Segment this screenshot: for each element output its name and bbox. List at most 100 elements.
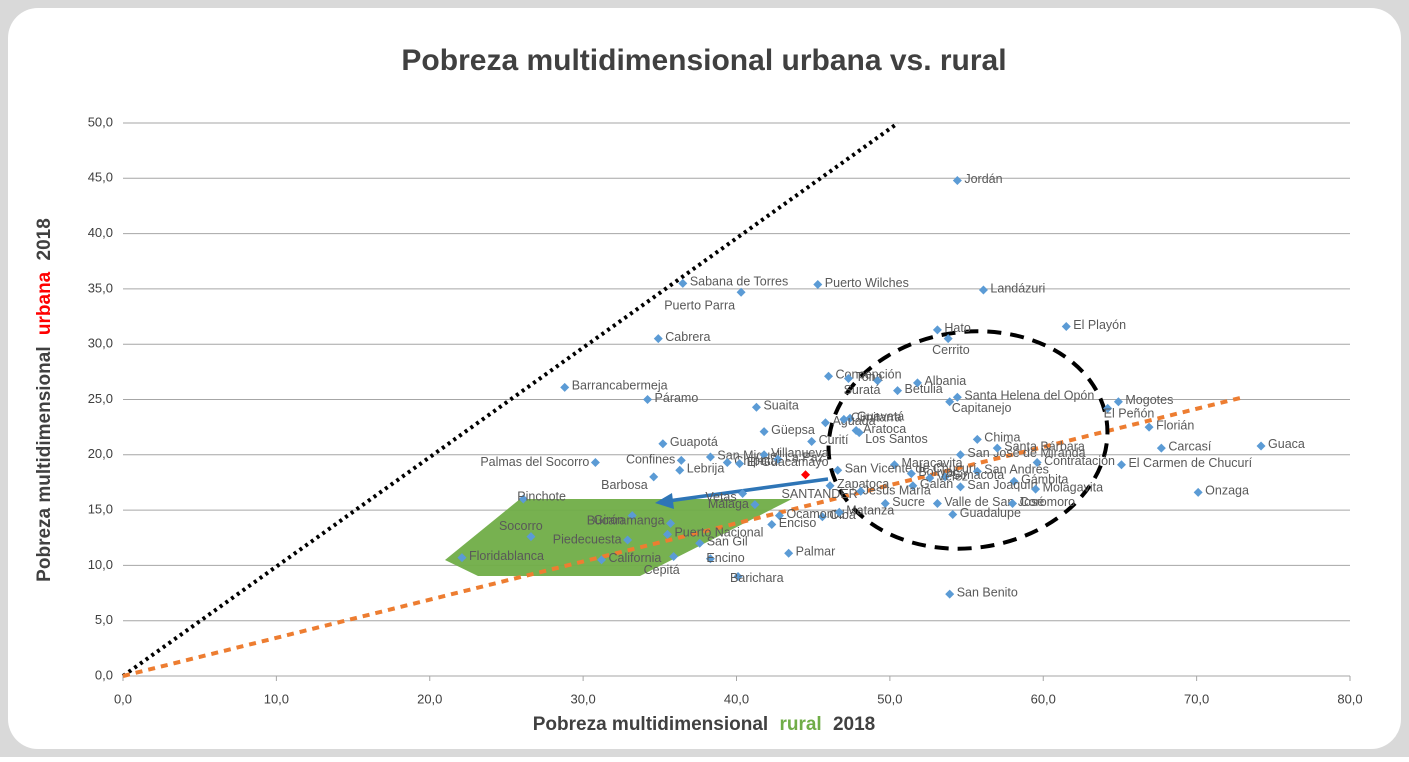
point-label: Suaita xyxy=(763,399,798,413)
y-tick-label: 30,0 xyxy=(88,336,113,351)
x-tick-label: 80,0 xyxy=(1337,691,1362,706)
point-label: Sabana de Torres xyxy=(690,275,788,289)
x-tick-label: 30,0 xyxy=(570,691,595,706)
arrow xyxy=(667,477,829,503)
point xyxy=(889,460,899,470)
point xyxy=(856,486,866,496)
point-label: Galán xyxy=(920,477,953,491)
point xyxy=(560,382,570,392)
point-label: Sucre xyxy=(892,495,925,509)
point xyxy=(843,373,853,383)
point xyxy=(1116,460,1126,470)
point xyxy=(1061,322,1071,332)
point-label: Confines xyxy=(626,453,675,467)
point xyxy=(653,334,663,344)
y-tick-label: 40,0 xyxy=(88,225,113,240)
point-label: Chima xyxy=(984,431,1020,445)
point xyxy=(662,529,672,539)
point-label: Guaca xyxy=(1268,437,1305,451)
point-label: Pinchote xyxy=(517,489,566,503)
point-label: Molagavita xyxy=(1043,480,1103,494)
x-axis-title-part: 2018 xyxy=(833,714,875,735)
point-label: Palmar xyxy=(796,545,836,559)
point xyxy=(1008,498,1018,508)
point xyxy=(733,571,743,581)
point-label: Hato xyxy=(944,321,970,335)
point xyxy=(932,498,942,508)
point xyxy=(675,465,685,475)
point xyxy=(526,532,536,542)
x-tick-label: 70,0 xyxy=(1184,691,1209,706)
x-tick-label: 10,0 xyxy=(264,691,289,706)
point-label: Contratación xyxy=(1044,454,1115,468)
point-label: Cabrera xyxy=(665,330,710,344)
point-label: Coromoro xyxy=(1020,495,1076,509)
point xyxy=(738,489,748,499)
y-axis-title: Pobreza multidimensional urbana 2018 xyxy=(34,218,55,582)
point-label: Barbosa xyxy=(601,478,648,492)
x-axis-title-part: Pobreza multidimensional xyxy=(533,714,768,735)
point xyxy=(825,481,835,491)
x-axis-title: Pobreza multidimensional rural 2018 xyxy=(533,714,876,735)
point xyxy=(945,589,955,599)
point xyxy=(1031,484,1041,494)
point-label: Matanza xyxy=(846,504,894,518)
point xyxy=(943,334,953,344)
point xyxy=(784,548,794,558)
point xyxy=(759,427,769,437)
point-label: La Paz xyxy=(785,451,824,465)
point xyxy=(955,450,965,460)
point-label: Puerto Parra xyxy=(664,299,735,313)
cluster-ellipse xyxy=(826,329,1110,551)
point xyxy=(722,458,732,468)
point xyxy=(908,481,918,491)
point xyxy=(952,176,962,186)
point-label: San Vicente de Chucurí xyxy=(845,462,977,476)
point-label: Guadalupe xyxy=(960,506,1021,520)
reference-line xyxy=(121,121,900,678)
point xyxy=(992,443,1002,453)
point-label: Carcasí xyxy=(1168,439,1212,453)
point xyxy=(940,472,950,482)
point xyxy=(813,279,823,289)
point-label: Girón xyxy=(594,513,625,527)
y-tick-label: 45,0 xyxy=(88,170,113,185)
point xyxy=(590,458,600,468)
point-label: Cepitá xyxy=(644,563,680,577)
point-label: Gámbita xyxy=(1021,473,1068,487)
point-label: Puerto Nacional xyxy=(674,526,763,540)
point-label: Maracavita xyxy=(901,456,962,470)
point xyxy=(627,511,637,521)
point xyxy=(945,397,955,407)
point xyxy=(1144,422,1154,432)
point-label: SANTANDER xyxy=(782,487,858,501)
trend-line xyxy=(122,396,1241,678)
x-tick-label: 40,0 xyxy=(724,691,749,706)
point-label: Cerrito xyxy=(932,343,970,357)
point xyxy=(774,511,784,521)
point-label: Chipatá xyxy=(734,454,777,468)
point-label: Suratá xyxy=(844,383,881,397)
point-label: Piedecuesta xyxy=(553,532,622,546)
point-label: Socorro xyxy=(499,519,543,533)
point-label: Páramo xyxy=(655,391,699,405)
point-label: San Joaquín xyxy=(967,478,1037,492)
point xyxy=(597,555,607,565)
point xyxy=(854,428,864,438)
point xyxy=(666,518,676,528)
point-label: Capitanejo xyxy=(952,401,1012,415)
point xyxy=(1193,487,1203,497)
x-tick-label: 60,0 xyxy=(1031,691,1056,706)
y-tick-label: 10,0 xyxy=(88,557,113,572)
point xyxy=(658,439,668,449)
point xyxy=(978,285,988,295)
point xyxy=(1009,476,1019,486)
point-label: California xyxy=(609,551,662,565)
point xyxy=(705,452,715,462)
point xyxy=(678,278,688,288)
green-region xyxy=(445,499,792,576)
point-label: Palmas del Socorro xyxy=(480,455,589,469)
card xyxy=(8,8,1401,749)
y-tick-label: 25,0 xyxy=(88,391,113,406)
